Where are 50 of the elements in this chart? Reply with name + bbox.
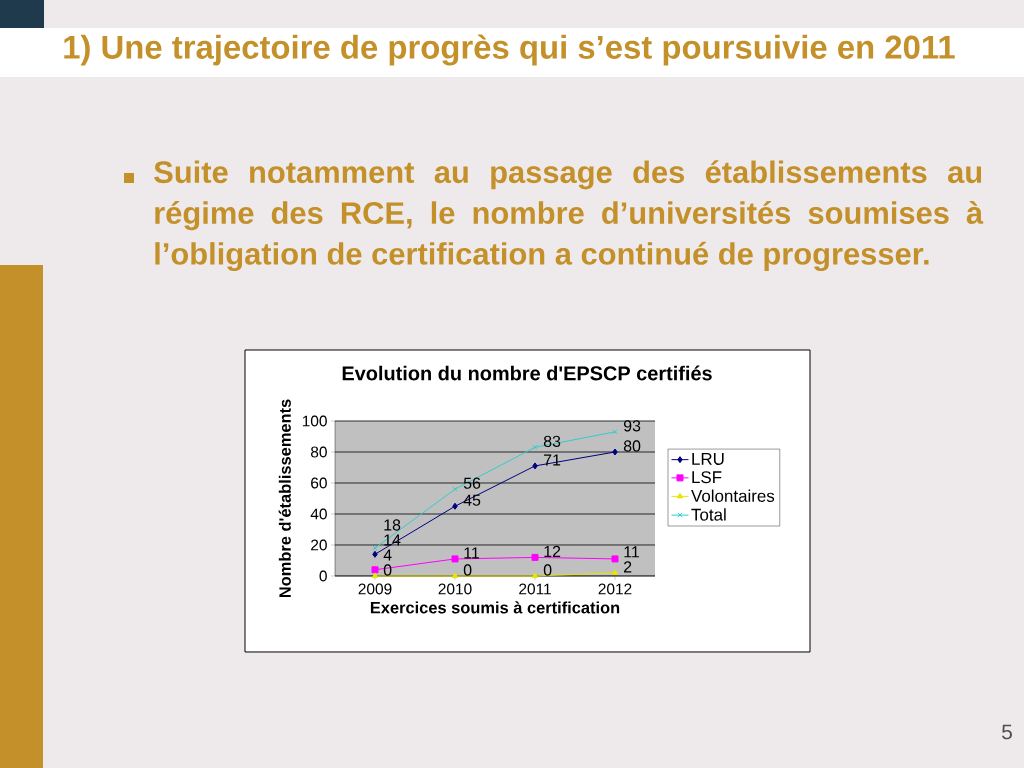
point bbox=[452, 502, 458, 510]
legend-label: Total bbox=[691, 508, 726, 521]
point bbox=[371, 566, 379, 574]
point bbox=[531, 572, 539, 578]
data-label: 56 bbox=[463, 477, 481, 489]
point bbox=[612, 448, 618, 456]
point bbox=[611, 569, 619, 575]
data-label: 4 bbox=[383, 549, 392, 561]
y-tick-label: 20 bbox=[311, 539, 327, 551]
point bbox=[451, 572, 459, 578]
data-label: 18 bbox=[384, 519, 401, 531]
legend-label: LRU bbox=[692, 453, 724, 465]
y-tick-label: 100 bbox=[302, 415, 327, 427]
text: Suite notamment au passage des établissements au régime des RCE, le nombre d’universités soumises à l’obligation de certification a continué de progresser. bbox=[154, 160, 984, 272]
y-tick-label: 40 bbox=[310, 508, 327, 520]
data-label: 11 bbox=[464, 547, 479, 559]
y-axis-title: Nombre d'établissements bbox=[278, 399, 291, 598]
point bbox=[451, 555, 459, 563]
text: 1) Une trajectoire de progrès qui s’est poursuivie en 2011 bbox=[64, 34, 955, 66]
data-label: 2 bbox=[624, 561, 632, 573]
data-label: 14 bbox=[384, 534, 401, 546]
text: 5 bbox=[1002, 724, 1012, 740]
legend-label: Volontaires bbox=[691, 489, 775, 502]
chart-title: Evolution du nombre d'EPSCP certifiés bbox=[342, 365, 712, 381]
data-label: 11 bbox=[624, 546, 639, 558]
data-label: 93 bbox=[623, 420, 641, 432]
data-label: 0 bbox=[543, 564, 552, 576]
y-tick-label: 60 bbox=[311, 477, 327, 489]
data-label: 0 bbox=[463, 564, 472, 576]
x-axis-title: Exercices soumis à certification bbox=[370, 601, 620, 614]
point bbox=[532, 444, 538, 450]
point bbox=[372, 550, 378, 558]
legend-label: LSF bbox=[692, 471, 722, 484]
point bbox=[611, 555, 619, 563]
x-tick-label: 2011 bbox=[519, 583, 551, 595]
point bbox=[452, 486, 458, 492]
data-label: 12 bbox=[544, 545, 561, 557]
y-tick-label: 0 bbox=[319, 570, 327, 582]
point bbox=[532, 462, 538, 470]
point bbox=[371, 572, 379, 578]
point bbox=[372, 545, 378, 551]
data-label: 45 bbox=[463, 494, 481, 506]
y-tick-label: 80 bbox=[310, 446, 327, 458]
x-tick-label: 2010 bbox=[438, 583, 472, 595]
point bbox=[531, 553, 539, 561]
data-label: 71 bbox=[544, 454, 561, 466]
x-tick-label: 2012 bbox=[598, 583, 632, 595]
data-label: 83 bbox=[543, 435, 561, 447]
data-label: 80 bbox=[623, 440, 641, 452]
x-tick-label: 2009 bbox=[358, 583, 392, 595]
